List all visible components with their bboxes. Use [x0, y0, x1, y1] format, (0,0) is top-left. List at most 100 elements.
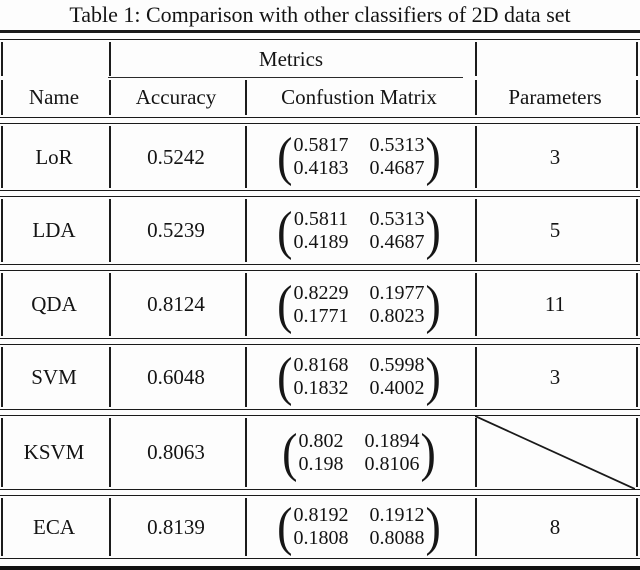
matrix-value: 0.8192 — [293, 504, 349, 526]
confusion-matrix: ( 0.5811 0.5313 0.4189 0.4687 ) — [277, 199, 441, 260]
confusion-matrix: ( 0.8168 0.5998 0.1832 0.4002 ) — [277, 346, 441, 407]
matrix-value: 0.1832 — [293, 377, 349, 399]
matrix-right-paren: ) — [425, 496, 441, 557]
matrix-left-paren: ( — [277, 273, 293, 334]
confusion-matrix: ( 0.802 0.1894 0.198 0.8106 ) — [282, 421, 436, 482]
column-header-row: Name Accuracy Confustion Matrix Paramete… — [0, 78, 640, 117]
accuracy-value: 0.5242 — [147, 144, 205, 169]
column-divider — [109, 347, 111, 407]
matrix-left-paren: ( — [277, 346, 293, 407]
column-divider — [475, 199, 477, 262]
metrics-cmidrule — [108, 76, 463, 78]
header-double-rule — [0, 117, 640, 124]
table-row-qda: QDA 0.8124 ( 0.8229 0.1977 0.1771 0.8023… — [0, 271, 640, 338]
parameters-value: 3 — [549, 144, 561, 169]
matrix-value: 0.198 — [298, 452, 344, 475]
column-divider — [1, 498, 3, 556]
table-row-ksvm: KSVM 0.8063 ( 0.802 0.1894 0.198 0.8106 … — [0, 416, 640, 489]
matrix-value: 0.4002 — [369, 377, 425, 399]
matrix-value: 0.5817 — [293, 134, 349, 156]
column-divider — [245, 347, 247, 407]
matrix-value: 0.802 — [298, 429, 344, 452]
classifier-name: KSVM — [23, 440, 85, 464]
row-double-rule — [0, 409, 640, 416]
column-divider — [1, 80, 3, 115]
parameters-value: 8 — [549, 514, 561, 539]
matrix-right-paren: ) — [420, 421, 436, 482]
confusion-matrix: ( 0.8192 0.1912 0.1808 0.8088 ) — [277, 496, 441, 557]
column-header-confusion-matrix: Confustion Matrix — [281, 85, 437, 109]
accuracy-value: 0.5239 — [147, 218, 205, 242]
column-divider — [109, 199, 111, 262]
column-divider — [475, 347, 477, 407]
column-header-parameters: Parameters — [508, 85, 602, 109]
matrix-value: 0.5811 — [293, 207, 349, 230]
table-caption: Table 1: Comparison with other classifie… — [69, 2, 571, 27]
matrix-value: 0.4687 — [369, 157, 425, 179]
confusion-matrix: ( 0.5817 0.5313 0.4183 0.4687 ) — [277, 126, 441, 187]
column-divider — [636, 199, 638, 262]
column-divider — [475, 273, 477, 336]
matrix-value: 0.5313 — [369, 134, 425, 156]
matrix-value: 0.1912 — [369, 504, 425, 526]
column-divider — [245, 498, 247, 556]
matrix-value: 0.4189 — [293, 230, 349, 253]
table-row-eca: ECA 0.8139 ( 0.8192 0.1912 0.1808 0.8088… — [0, 496, 640, 558]
column-divider — [475, 418, 477, 487]
top-double-rule — [0, 30, 640, 40]
classifier-name: LoR — [35, 144, 73, 169]
accuracy-value: 0.8124 — [147, 292, 205, 316]
metrics-label: Metrics — [258, 46, 324, 71]
matrix-value: 0.1977 — [369, 281, 425, 304]
table-row-lor: LoR 0.5242 ( 0.5817 0.5313 0.4183 0.4687… — [0, 124, 640, 190]
column-divider — [475, 498, 477, 556]
matrix-right-paren: ) — [425, 199, 441, 260]
matrix-value: 0.5998 — [369, 354, 425, 376]
column-divider — [636, 126, 638, 188]
column-divider — [109, 80, 111, 115]
matrix-value: 0.4687 — [369, 230, 425, 253]
matrix-value: 0.8106 — [364, 452, 420, 475]
matrix-value: 0.8168 — [293, 354, 349, 376]
column-divider — [245, 418, 247, 487]
column-divider — [109, 273, 111, 336]
column-divider — [475, 80, 477, 115]
table-row-svm: SVM 0.6048 ( 0.8168 0.5998 0.1832 0.4002… — [0, 345, 640, 409]
parameters-empty-cell — [474, 416, 636, 489]
matrix-left-paren: ( — [277, 126, 293, 187]
column-divider — [636, 418, 638, 487]
matrix-value: 0.4183 — [293, 157, 349, 179]
classifier-name: SVM — [31, 364, 77, 389]
matrix-value: 0.8023 — [369, 304, 425, 327]
column-divider — [636, 347, 638, 407]
column-divider — [109, 42, 111, 76]
header-spacer — [474, 40, 636, 78]
column-divider — [475, 126, 477, 188]
matrix-value: 0.8229 — [293, 281, 349, 304]
confusion-matrix: ( 0.8229 0.1977 0.1771 0.8023 ) — [277, 273, 441, 334]
parameters-value: 11 — [544, 292, 566, 316]
metrics-header-row: Metrics — [0, 40, 640, 78]
classifier-name: QDA — [31, 292, 77, 316]
matrix-right-paren: ) — [425, 346, 441, 407]
row-double-rule — [0, 489, 640, 496]
bottom-rule — [0, 558, 640, 570]
classifier-name: ECA — [33, 514, 75, 539]
accuracy-value: 0.6048 — [147, 364, 205, 389]
matrix-value: 0.1771 — [293, 304, 349, 327]
matrix-value: 0.1808 — [293, 527, 349, 549]
accuracy-value: 0.8063 — [147, 440, 205, 464]
matrix-value: 0.8088 — [369, 527, 425, 549]
column-divider — [245, 80, 247, 115]
column-divider — [1, 273, 3, 336]
accuracy-value: 0.8139 — [147, 514, 205, 539]
row-double-rule — [0, 338, 640, 345]
header-spacer — [0, 40, 108, 78]
matrix-value: 0.5313 — [369, 207, 425, 230]
column-divider — [1, 42, 3, 76]
table-row-lda: LDA 0.5239 ( 0.5811 0.5313 0.4189 0.4687… — [0, 197, 640, 264]
column-divider — [636, 273, 638, 336]
column-divider — [245, 199, 247, 262]
column-divider — [109, 126, 111, 188]
